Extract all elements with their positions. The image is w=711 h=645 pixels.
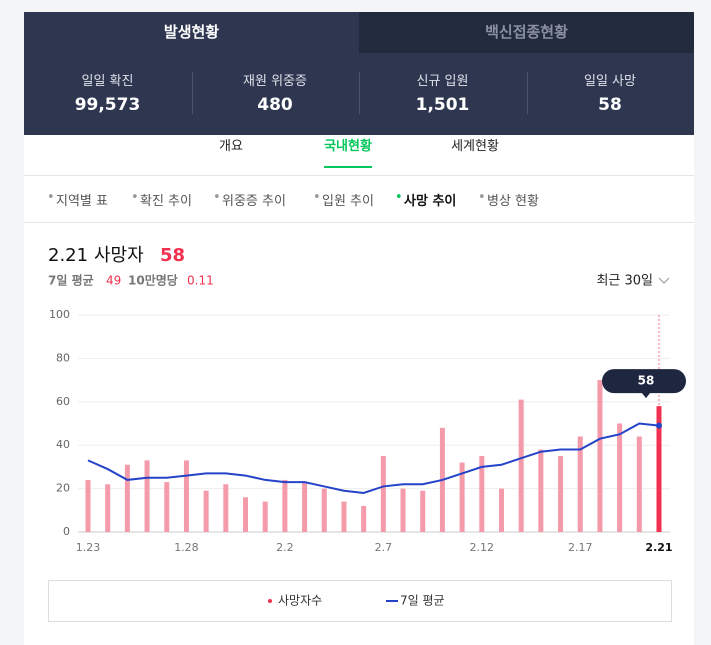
avg-line (87, 422, 660, 494)
x-tick-label: 1.28 (174, 541, 199, 554)
menu-item[interactable]: 입원 추이 (322, 194, 374, 209)
bullet: • (213, 190, 221, 205)
bullet: • (395, 190, 403, 205)
stat: 신규 입원 1,501 (359, 70, 526, 115)
bar (597, 380, 603, 532)
bar (577, 436, 583, 532)
y-tick-label: 100 (49, 308, 70, 321)
bar (558, 456, 564, 532)
per-label: 10만명당 (128, 273, 178, 288)
bar (617, 423, 623, 532)
y-tick-label: 40 (56, 438, 70, 451)
bar (183, 460, 189, 532)
bar (341, 501, 347, 532)
legend-label: 7일 평균 (400, 594, 445, 608)
dropdown (658, 277, 670, 284)
stat-value: 99,573 (74, 95, 141, 115)
bar (164, 482, 170, 532)
stat-value: 58 (598, 95, 622, 115)
subtab[interactable]: 세계현황 (451, 139, 499, 154)
legend-box (48, 580, 672, 622)
stat: 일일 확진 99,573 (24, 70, 191, 115)
avg-label: 7일 평균 (48, 274, 94, 288)
menu-item[interactable]: 확진 추이 (140, 194, 192, 209)
bar (636, 436, 642, 532)
avg-value: 49 (106, 274, 121, 288)
bar (105, 484, 111, 532)
x-tick-label: 2.17 (568, 541, 593, 554)
stat: 재원 위중증 480 (192, 70, 359, 115)
menu-item[interactable]: 지역별 표 (56, 194, 108, 209)
stat-value: 1,501 (415, 95, 470, 115)
y-tick-label: 60 (56, 395, 70, 408)
title: 사망자 (94, 245, 144, 266)
x-tick-label: 2.21 (645, 541, 672, 554)
bar (420, 490, 426, 532)
stat-label: 일일 확진 (81, 74, 134, 89)
bar (85, 479, 91, 532)
bar (518, 399, 524, 532)
bar (243, 497, 249, 532)
date: 2.21 (48, 245, 88, 266)
headline: 58 (160, 245, 185, 266)
separator (526, 72, 528, 114)
bar (380, 456, 386, 532)
x-tick-label: 2.12 (470, 541, 495, 554)
header: 발생현황 백신접종현황 일일 확진 99,573 재원 위중증 480 신규 입원 1,5… (24, 12, 694, 135)
bar (282, 479, 288, 532)
bar (223, 484, 229, 532)
bar (321, 488, 327, 532)
bar (144, 460, 150, 532)
bar (302, 482, 308, 532)
y-tick-label: 0 (63, 525, 70, 538)
bar (203, 490, 209, 532)
bar (479, 456, 485, 532)
separator (359, 72, 360, 114)
stat: 일일 사망 58 (527, 70, 694, 115)
stat-label: 재원 위중증 (243, 74, 307, 89)
menu-item[interactable]: 위중증 추이 (222, 194, 286, 209)
bullet: • (313, 190, 321, 205)
legend-label: 사망자수 (278, 594, 322, 608)
x-tick-label: 2.7 (375, 541, 393, 554)
avg-point (656, 422, 662, 429)
y-tick-label: 20 (56, 482, 70, 495)
bar (400, 488, 406, 532)
stat-value: 480 (257, 95, 293, 115)
bar (538, 449, 544, 532)
x-tick-label: 1.23 (76, 541, 101, 554)
subtab[interactable]: 개요 (219, 139, 243, 154)
bar (459, 462, 465, 532)
separator (191, 72, 193, 114)
card: 발생현황 백신접종현황 일일 확진 99,573 재원 위중증 480 신규 입원 1,5… (24, 12, 694, 645)
menu-item[interactable]: 병상 현황 (487, 194, 539, 209)
menu-item[interactable]: 사망 추이 (404, 194, 457, 209)
bar (262, 501, 268, 532)
bar (361, 505, 367, 532)
subtab[interactable]: 국내현황 (324, 135, 372, 168)
y-tick-label: 80 (56, 351, 70, 364)
legend-swatch (268, 599, 272, 603)
bar (124, 464, 130, 532)
x-tick-label: 2.2 (276, 541, 294, 554)
bullet: • (131, 190, 139, 205)
tab[interactable]: 발생현황 (163, 23, 220, 41)
stat-label: 신규 입원 (416, 74, 469, 89)
bullet: • (478, 190, 486, 205)
tab[interactable]: 백신접종현황 (359, 12, 694, 53)
tooltip-value: 58 (638, 374, 655, 388)
stat-label: 일일 사망 (584, 74, 636, 89)
period: 최근 30일 (596, 274, 653, 289)
bullet: • (47, 190, 55, 205)
bar (498, 488, 504, 532)
tooltip (602, 369, 686, 399)
bar (656, 406, 662, 532)
per-value: 0.11 (187, 274, 214, 288)
